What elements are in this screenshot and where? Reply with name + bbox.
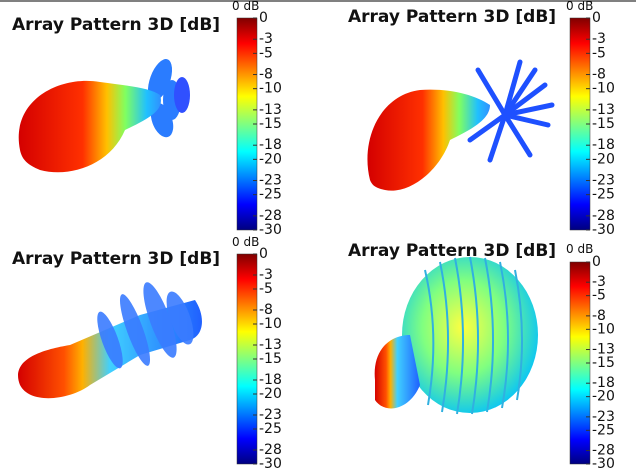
colorbar-tick-label: -20 bbox=[592, 389, 615, 405]
colorbar-tick-label: -30 bbox=[592, 456, 615, 470]
colorbar-tick-label: -15 bbox=[592, 116, 615, 132]
colorbar-tick-label: -18 bbox=[259, 372, 282, 388]
colorbar-tick-label: -5 bbox=[259, 281, 273, 297]
panel-title: Array Pattern 3D [dB] bbox=[12, 249, 220, 269]
colorbar-tick-label: -20 bbox=[259, 386, 282, 402]
colorbar-tick-label: -30 bbox=[259, 456, 282, 470]
colorbar-tick-label: -28 bbox=[592, 443, 615, 459]
colorbar-tick-label: -23 bbox=[592, 173, 615, 189]
colorbar-tick-label: -25 bbox=[259, 421, 282, 437]
colorbar-tick-label: -5 bbox=[592, 45, 606, 61]
colorbar-label: 0 dB bbox=[566, 242, 593, 256]
colorbar-tick-label: -10 bbox=[592, 81, 615, 97]
pattern-4 bbox=[374, 256, 538, 415]
colorbar-tick-label: -25 bbox=[592, 422, 615, 438]
colorbar-tick-label: -25 bbox=[592, 187, 615, 203]
colorbar-tick-label: 0 bbox=[592, 254, 601, 270]
colorbar-tick-label: -8 bbox=[592, 67, 606, 83]
colorbar-tick-label: -8 bbox=[259, 67, 273, 83]
colorbar-tick-label: -18 bbox=[259, 137, 282, 153]
colorbar-tick-label: -15 bbox=[259, 351, 282, 367]
colorbar-tick-label: -5 bbox=[259, 45, 273, 61]
colorbar-tick-label: 0 bbox=[259, 246, 268, 262]
colorbar-tick-label: -13 bbox=[259, 337, 282, 353]
colorbar-tick-label: -3 bbox=[259, 267, 273, 283]
colorbar-tick-label: -18 bbox=[592, 137, 615, 153]
colorbar-tick-label: -23 bbox=[259, 173, 282, 189]
panel-title: Array Pattern 3D [dB] bbox=[12, 15, 220, 35]
colorbar-tick-label: -28 bbox=[259, 442, 282, 458]
colorbar-tick-label: -30 bbox=[592, 222, 615, 238]
colorbar-tick-label: -25 bbox=[259, 187, 282, 203]
colorbar-label: 0 dB bbox=[232, 235, 259, 249]
pattern-2 bbox=[367, 59, 555, 191]
colorbar-tick-label: -15 bbox=[592, 355, 615, 371]
colorbar-tick-label: -28 bbox=[592, 208, 615, 224]
colorbar-tick-label: 0 bbox=[259, 10, 268, 26]
colorbar-tick-label: -28 bbox=[259, 208, 282, 224]
colorbar-tick-label: -15 bbox=[259, 116, 282, 132]
colorbar-tick-label: -10 bbox=[259, 81, 282, 97]
colorbar-label: 0 dB bbox=[232, 0, 259, 13]
colorbar-tick-label: -5 bbox=[592, 288, 606, 304]
colorbar-tick-label: -13 bbox=[259, 102, 282, 118]
colorbar-tick-label: -3 bbox=[592, 31, 606, 47]
colorbar-tick-label: -3 bbox=[592, 274, 606, 290]
colorbar-tick-label: 0 bbox=[592, 10, 601, 26]
colorbar-tick-label: -30 bbox=[259, 222, 282, 238]
panel-title: Array Pattern 3D [dB] bbox=[348, 7, 556, 27]
colorbar-tick-label: -8 bbox=[592, 308, 606, 324]
colorbar-tick-label: -13 bbox=[592, 102, 615, 118]
colorbar-tick-label: -23 bbox=[592, 409, 615, 425]
colorbar-tick-label: -10 bbox=[259, 316, 282, 332]
colorbar-tick-label: -23 bbox=[259, 407, 282, 423]
colorbar-tick-label: -10 bbox=[592, 321, 615, 337]
colorbar-tick-label: -13 bbox=[592, 342, 615, 358]
colorbar-label: 0 dB bbox=[566, 0, 593, 13]
colorbar-tick-label: -20 bbox=[592, 151, 615, 167]
panel-title: Array Pattern 3D [dB] bbox=[348, 241, 556, 261]
colorbar-tick-label: -18 bbox=[592, 375, 615, 391]
colorbar-tick-label: -20 bbox=[259, 151, 282, 167]
pattern-1 bbox=[18, 59, 190, 173]
pattern-3 bbox=[18, 282, 202, 399]
colorbar-tick-label: -3 bbox=[259, 31, 273, 47]
colorbar-tick-label: -8 bbox=[259, 302, 273, 318]
